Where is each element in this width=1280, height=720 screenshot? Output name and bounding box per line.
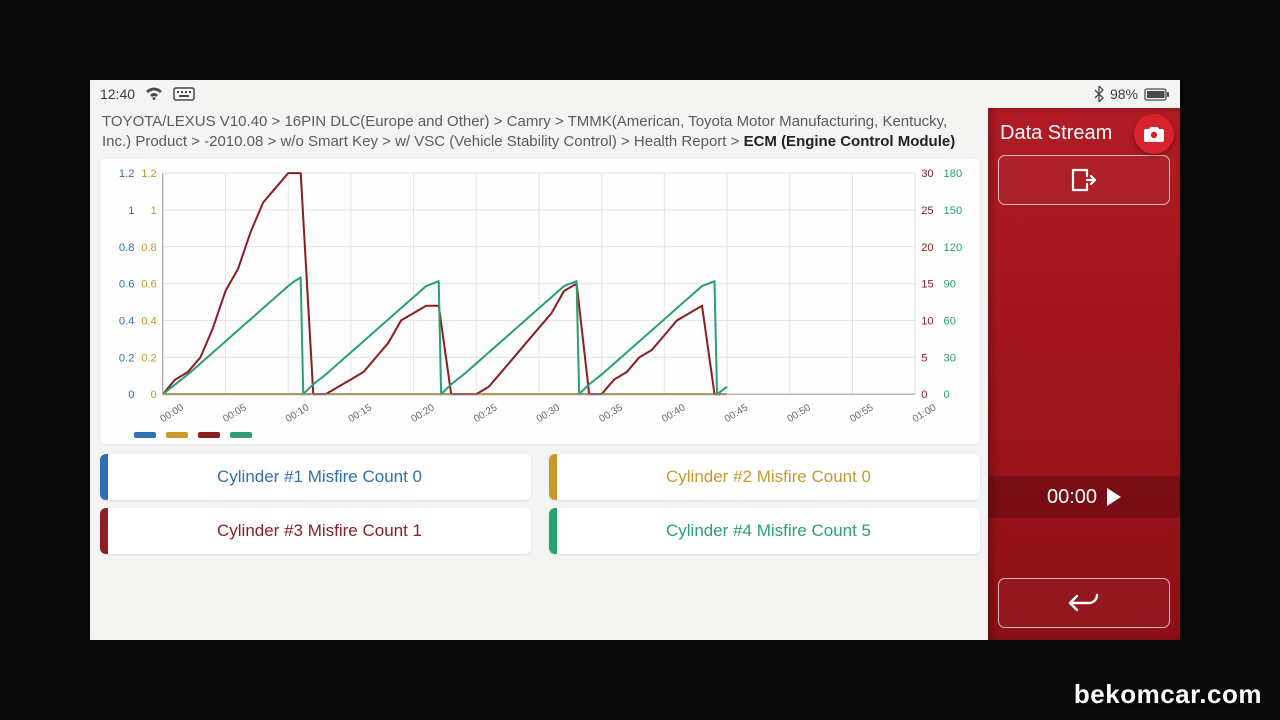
play-icon bbox=[1107, 488, 1121, 506]
breadcrumb-current: ECM (Engine Control Module) bbox=[744, 133, 956, 150]
timer-value: 00:00 bbox=[1047, 486, 1097, 509]
side-panel: Data Stream 00:00 bbox=[988, 108, 1180, 640]
camera-icon bbox=[1143, 125, 1165, 143]
data-card[interactable]: Cylinder #4 Misfire Count 5 bbox=[549, 508, 980, 554]
svg-text:5: 5 bbox=[921, 352, 927, 364]
svg-text:0.2: 0.2 bbox=[141, 352, 157, 364]
svg-text:0.6: 0.6 bbox=[119, 278, 135, 290]
svg-text:180: 180 bbox=[944, 168, 963, 180]
svg-text:00:45: 00:45 bbox=[723, 402, 751, 425]
data-card[interactable]: Cylinder #3 Misfire Count 1 bbox=[100, 508, 531, 554]
svg-text:00:35: 00:35 bbox=[597, 402, 625, 425]
svg-text:0: 0 bbox=[921, 389, 927, 401]
card-label: Cylinder #1 Misfire Count 0 bbox=[108, 467, 531, 487]
main-content: TOYOTA/LEXUS V10.40 > 16PIN DLC(Europe a… bbox=[90, 108, 988, 640]
svg-text:30: 30 bbox=[921, 168, 933, 180]
svg-text:0.6: 0.6 bbox=[141, 278, 157, 290]
card-color-bar bbox=[100, 454, 108, 500]
svg-text:60: 60 bbox=[944, 315, 956, 327]
svg-text:00:10: 00:10 bbox=[284, 402, 312, 425]
svg-text:0.4: 0.4 bbox=[119, 315, 135, 327]
breadcrumb: TOYOTA/LEXUS V10.40 > 16PIN DLC(Europe a… bbox=[100, 110, 980, 159]
back-icon bbox=[1067, 592, 1101, 614]
svg-text:00:55: 00:55 bbox=[848, 402, 876, 425]
svg-text:25: 25 bbox=[921, 205, 933, 217]
wifi-icon bbox=[145, 87, 163, 101]
legend-swatch bbox=[134, 432, 156, 438]
data-card[interactable]: Cylinder #2 Misfire Count 0 bbox=[549, 454, 980, 500]
svg-text:0.8: 0.8 bbox=[141, 241, 157, 253]
svg-text:0: 0 bbox=[128, 389, 134, 401]
svg-text:00:25: 00:25 bbox=[472, 402, 500, 425]
battery-percent: 98% bbox=[1110, 86, 1138, 102]
svg-text:1.2: 1.2 bbox=[141, 168, 157, 180]
status-time: 12:40 bbox=[100, 86, 135, 102]
svg-text:0.4: 0.4 bbox=[141, 315, 157, 327]
card-color-bar bbox=[549, 508, 557, 554]
svg-text:00:40: 00:40 bbox=[660, 402, 688, 425]
svg-text:0: 0 bbox=[944, 389, 950, 401]
svg-text:0: 0 bbox=[151, 389, 157, 401]
svg-text:15: 15 bbox=[921, 278, 933, 290]
status-bar: 12:40 98% bbox=[90, 80, 1180, 108]
keyboard-icon bbox=[173, 87, 195, 101]
svg-text:90: 90 bbox=[944, 278, 956, 290]
data-card[interactable]: Cylinder #1 Misfire Count 0 bbox=[100, 454, 531, 500]
card-color-bar bbox=[549, 454, 557, 500]
card-label: Cylinder #2 Misfire Count 0 bbox=[557, 467, 980, 487]
svg-text:1: 1 bbox=[151, 205, 157, 217]
svg-text:120: 120 bbox=[944, 241, 963, 253]
svg-text:00:15: 00:15 bbox=[347, 402, 375, 425]
card-label: Cylinder #3 Misfire Count 1 bbox=[108, 521, 531, 541]
card-label: Cylinder #4 Misfire Count 5 bbox=[557, 521, 980, 541]
svg-text:150: 150 bbox=[944, 205, 963, 217]
legend-swatch bbox=[166, 432, 188, 438]
diagnostic-screen: 12:40 98% TOYOTA/LEXUS V10.40 > 16PIN DL… bbox=[90, 80, 1180, 640]
svg-text:30: 30 bbox=[944, 352, 956, 364]
svg-text:00:05: 00:05 bbox=[221, 402, 249, 425]
svg-text:00:00: 00:00 bbox=[159, 402, 187, 425]
chart-panel: 00:00 00:05 00:10 00:15 00:20 00:25 00:30 00:35… bbox=[100, 159, 980, 445]
battery-icon bbox=[1144, 88, 1170, 101]
svg-text:00:20: 00:20 bbox=[409, 402, 437, 425]
legend-swatch bbox=[198, 432, 220, 438]
camera-button[interactable] bbox=[1134, 114, 1174, 154]
svg-text:0.8: 0.8 bbox=[119, 241, 135, 253]
legend-swatch bbox=[230, 432, 252, 438]
legend-swatches bbox=[104, 428, 976, 440]
bluetooth-icon bbox=[1094, 86, 1104, 102]
svg-text:1: 1 bbox=[128, 205, 134, 217]
misfire-chart: 00:00 00:05 00:10 00:15 00:20 00:25 00:30 00:35… bbox=[104, 165, 976, 429]
svg-text:01:00: 01:00 bbox=[911, 402, 939, 425]
data-cards: Cylinder #1 Misfire Count 0 Cylinder #2 … bbox=[100, 454, 980, 554]
svg-text:0.2: 0.2 bbox=[119, 352, 135, 364]
svg-text:00:50: 00:50 bbox=[786, 402, 814, 425]
export-button[interactable] bbox=[998, 155, 1170, 205]
svg-text:00:30: 00:30 bbox=[535, 402, 563, 425]
record-timer[interactable]: 00:00 bbox=[988, 476, 1180, 518]
svg-text:1.2: 1.2 bbox=[119, 168, 135, 180]
svg-text:20: 20 bbox=[921, 241, 933, 253]
watermark: bekomcar.com bbox=[1074, 679, 1262, 710]
card-color-bar bbox=[100, 508, 108, 554]
back-button[interactable] bbox=[998, 578, 1170, 628]
svg-text:10: 10 bbox=[921, 315, 933, 327]
export-icon bbox=[1069, 167, 1099, 193]
